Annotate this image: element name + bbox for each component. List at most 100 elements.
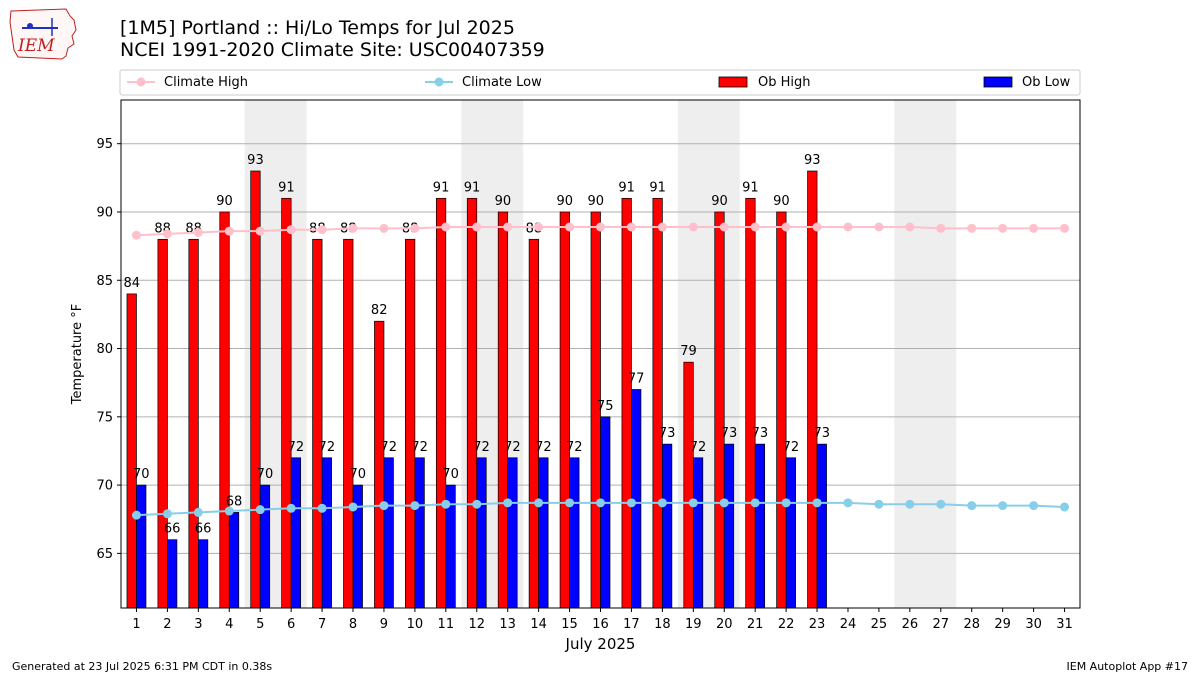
x-tick-label: 2 bbox=[163, 617, 171, 632]
chart-title-line2: NCEI 1991-2020 Climate Site: USC00407359 bbox=[120, 39, 545, 61]
climate-low-point bbox=[1029, 501, 1039, 511]
ob-low-value-label: 66 bbox=[164, 522, 181, 537]
legend-climate-high-label: Climate High bbox=[164, 75, 248, 90]
ob-low-value-label: 72 bbox=[473, 440, 490, 455]
ob-low-value-label: 72 bbox=[783, 440, 800, 455]
climate-high-point bbox=[441, 222, 451, 232]
ob-low-value-label: 68 bbox=[226, 494, 243, 509]
ob-low-value-label: 77 bbox=[628, 372, 645, 387]
y-tick-label: 80 bbox=[96, 342, 113, 357]
climate-low-point bbox=[348, 502, 358, 512]
climate-high-point bbox=[379, 223, 389, 233]
app-credit: IEM Autoplot App #17 bbox=[1066, 660, 1189, 673]
logo-text: IEM bbox=[17, 36, 55, 56]
ob-high-bar bbox=[188, 238, 199, 609]
ob-high-bar bbox=[466, 197, 478, 609]
x-tick-label: 1 bbox=[132, 617, 140, 632]
ob-high-bar bbox=[435, 197, 447, 609]
climate-low-point bbox=[626, 498, 636, 508]
ob-high-bar bbox=[807, 170, 818, 609]
x-tick-label: 31 bbox=[1056, 617, 1073, 632]
ob-high-value-label: 90 bbox=[216, 194, 233, 209]
ob-high-bar bbox=[621, 197, 632, 609]
x-tick-label: 14 bbox=[530, 617, 547, 632]
ob-low-bar bbox=[785, 457, 796, 609]
climate-low-point bbox=[967, 501, 977, 511]
climate-low-point bbox=[565, 498, 575, 508]
climate-high-point bbox=[162, 229, 172, 239]
climate-low-point bbox=[843, 498, 853, 508]
x-tick-label: 4 bbox=[225, 617, 233, 632]
plot-area: 6570758085909584708866886690689370917288… bbox=[70, 99, 1081, 653]
x-tick-label: 5 bbox=[256, 617, 264, 632]
climate-low-point bbox=[534, 498, 544, 508]
x-tick-label: 27 bbox=[933, 617, 950, 632]
climate-low-point bbox=[874, 499, 884, 509]
ob-low-bar bbox=[538, 457, 549, 609]
ob-high-value-label: 90 bbox=[711, 194, 728, 209]
ob-high-bar bbox=[528, 238, 539, 609]
x-tick-label: 3 bbox=[194, 617, 202, 632]
climate-low-point bbox=[596, 498, 605, 508]
iem-logo: IEM bbox=[9, 8, 77, 60]
climate-low-point bbox=[472, 499, 482, 509]
x-tick-label: 10 bbox=[407, 617, 424, 632]
legend-ob-high-swatch bbox=[718, 76, 748, 88]
climate-high-point bbox=[193, 227, 203, 237]
ob-low-value-label: 73 bbox=[814, 426, 831, 441]
climate-high-point bbox=[843, 222, 853, 232]
ob-low-value-label: 70 bbox=[442, 467, 459, 482]
x-tick-label: 26 bbox=[902, 617, 919, 632]
climate-low-point bbox=[193, 507, 203, 517]
ob-high-value-label: 84 bbox=[123, 276, 140, 291]
x-tick-label: 15 bbox=[561, 617, 578, 632]
ob-low-value-label: 72 bbox=[504, 440, 521, 455]
weekend-shade bbox=[894, 100, 957, 608]
x-tick-label: 6 bbox=[287, 617, 295, 632]
ob-low-bar bbox=[167, 539, 178, 609]
climate-high-point bbox=[905, 222, 915, 232]
ob-high-bar bbox=[745, 197, 756, 609]
ob-low-value-label: 72 bbox=[690, 440, 707, 455]
climate-low-point bbox=[719, 498, 729, 508]
climate-high-point bbox=[1029, 223, 1039, 233]
climate-low-point bbox=[317, 503, 327, 513]
ob-low-bar bbox=[383, 457, 394, 609]
ob-low-bar bbox=[692, 457, 704, 609]
x-tick-label: 11 bbox=[438, 617, 455, 632]
ob-high-bar bbox=[157, 238, 168, 609]
climate-low-point bbox=[379, 501, 389, 511]
climate-low-point bbox=[410, 501, 420, 511]
ob-low-value-label: 75 bbox=[597, 399, 614, 414]
y-axis-label: Temperature °F bbox=[70, 304, 85, 405]
ob-low-value-label: 73 bbox=[721, 426, 738, 441]
ob-low-value-label: 72 bbox=[380, 440, 397, 455]
x-tick-label: 23 bbox=[809, 617, 826, 632]
x-tick-label: 18 bbox=[654, 617, 671, 632]
ob-low-bar bbox=[414, 457, 425, 609]
ob-low-bar bbox=[197, 539, 209, 609]
ob-low-bar bbox=[507, 457, 518, 609]
ob-low-bar bbox=[723, 443, 735, 609]
ob-high-bar bbox=[497, 211, 509, 609]
climate-high-point bbox=[719, 222, 729, 232]
ob-low-bar bbox=[600, 416, 611, 609]
ob-high-bar bbox=[683, 361, 694, 609]
climate-high-point bbox=[750, 222, 760, 232]
ob-low-bar bbox=[476, 457, 487, 609]
legend-climate-low-marker bbox=[434, 77, 444, 87]
ob-low-bar bbox=[754, 443, 766, 609]
chart-legend: Climate High Climate Low Ob High Ob Low bbox=[119, 69, 1081, 96]
ob-high-value-label: 93 bbox=[247, 153, 264, 168]
climate-high-point bbox=[348, 223, 358, 233]
climate-low-point bbox=[905, 499, 915, 509]
ob-high-bar bbox=[343, 238, 354, 609]
x-tick-label: 30 bbox=[1025, 617, 1042, 632]
x-axis-label: July 2025 bbox=[565, 635, 636, 653]
x-tick-label: 29 bbox=[994, 617, 1011, 632]
ob-high-value-label: 91 bbox=[618, 180, 635, 195]
weather-station-icon bbox=[27, 23, 33, 29]
ob-low-value-label: 72 bbox=[288, 440, 305, 455]
y-tick-label: 90 bbox=[96, 205, 113, 220]
ob-high-bar bbox=[405, 238, 416, 609]
